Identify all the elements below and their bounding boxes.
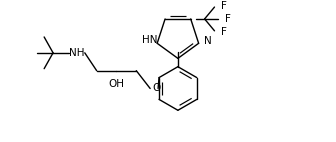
Text: F: F	[221, 27, 227, 37]
Text: NH: NH	[69, 48, 85, 58]
Text: F: F	[221, 1, 227, 11]
Text: HN: HN	[141, 35, 157, 45]
Text: OH: OH	[109, 79, 124, 89]
Text: F: F	[225, 14, 231, 24]
Text: O: O	[152, 83, 160, 93]
Text: N: N	[204, 36, 211, 46]
